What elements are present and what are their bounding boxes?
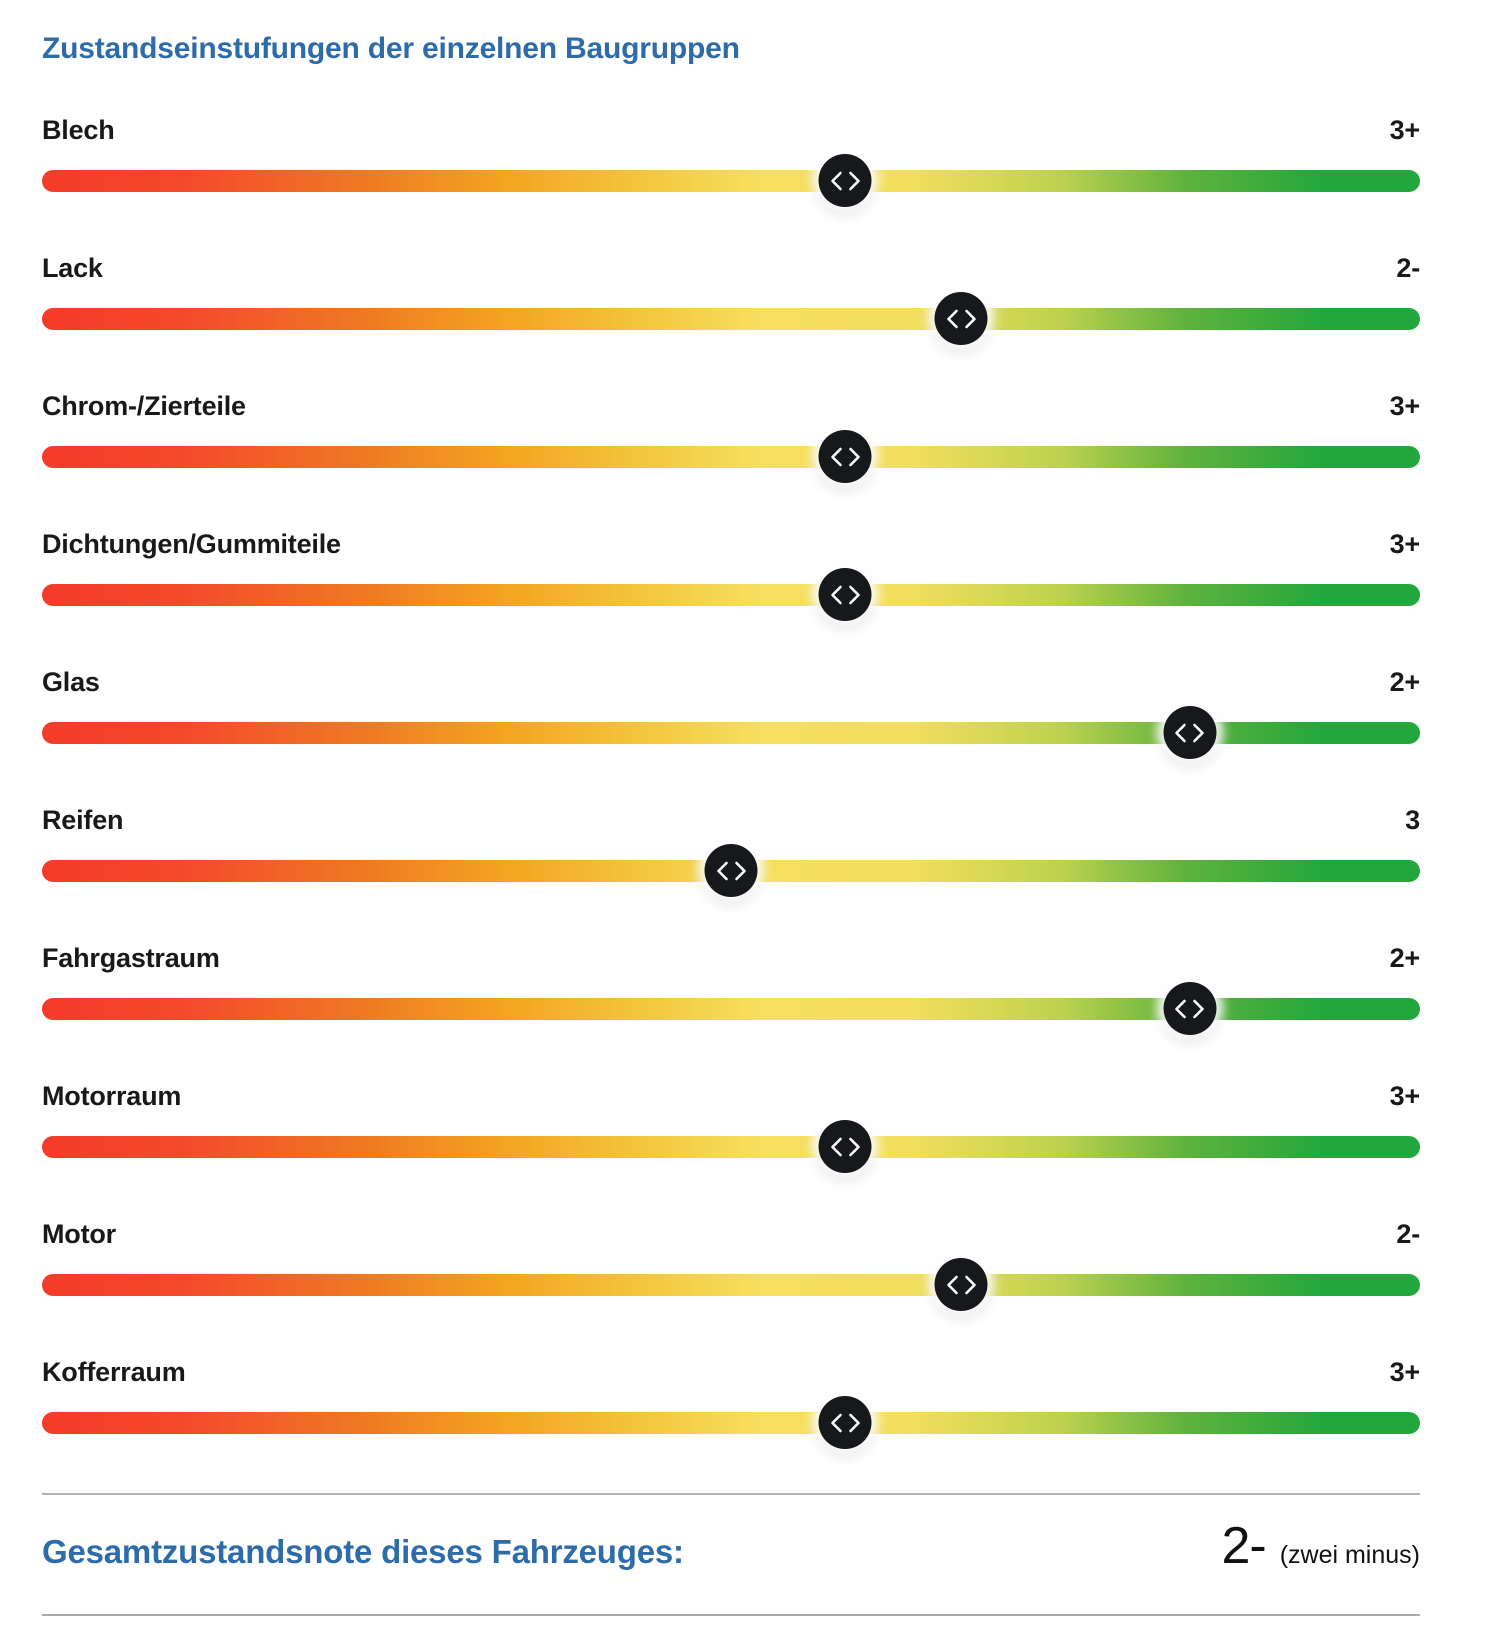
drag-horizontal-chevrons-icon [829, 1412, 861, 1434]
slider-row-kofferraum: Kofferraum 3+ [42, 1355, 1420, 1450]
rating-badge: 3+ [1389, 1081, 1421, 1111]
drag-horizontal-chevrons-icon [1174, 998, 1206, 1020]
slider-label: Motor [42, 1219, 116, 1249]
vehicle-condition-report: Zustandseinstufungen der einzelnen Baugr… [42, 30, 1420, 1616]
condition-slider [42, 1258, 1420, 1312]
rating-badge: 3 [1405, 805, 1420, 835]
row-head: Kofferraum 3+ [42, 1355, 1420, 1389]
slider-track[interactable] [42, 170, 1420, 192]
slider-row-fahrgastraum: Fahrgastraum 2+ [42, 941, 1420, 1036]
summary-section: Gesamtzustandsnote dieses Fahrzeuges: 2-… [42, 1517, 1420, 1577]
slider-track[interactable] [42, 1412, 1420, 1434]
slider-handle[interactable] [934, 292, 988, 345]
slider-track[interactable] [42, 1274, 1420, 1296]
rating-badge: 2+ [1389, 667, 1421, 697]
rating-badge: 2+ [1389, 943, 1421, 973]
summary-divider-bottom [42, 1614, 1420, 1616]
drag-horizontal-chevrons-icon [829, 170, 861, 192]
summary-heading: Gesamtzustandsnote dieses Fahrzeuges: [42, 1533, 684, 1570]
slider-row-motorraum: Motorraum 3+ [42, 1079, 1420, 1174]
slider-row-blech: Blech 3+ [42, 113, 1420, 208]
condition-slider [42, 568, 1420, 622]
slider-label: Blech [42, 115, 115, 145]
row-head: Motorraum 3+ [42, 1079, 1420, 1113]
rating-badge: 3+ [1389, 391, 1421, 421]
rating-badge: 3+ [1389, 529, 1421, 559]
slider-handle[interactable] [704, 844, 758, 897]
condition-slider [42, 430, 1420, 484]
slider-row-glas: Glas 2+ [42, 665, 1420, 760]
slider-label: Reifen [42, 805, 124, 835]
slider-track[interactable] [42, 1136, 1420, 1158]
slider-handle[interactable] [1163, 706, 1217, 759]
overall-grade-box: 2- (zwei minus) [1221, 1517, 1420, 1577]
slider-label: Glas [42, 667, 100, 697]
slider-handle[interactable] [818, 1396, 872, 1449]
row-head: Dichtungen/Gummiteile 3+ [42, 527, 1420, 561]
slider-label: Chrom-/Zierteile [42, 391, 246, 421]
slider-handle[interactable] [818, 568, 872, 621]
slider-label: Dichtungen/Gummiteile [42, 529, 341, 559]
drag-horizontal-chevrons-icon [945, 1274, 977, 1296]
slider-handle[interactable] [818, 154, 872, 207]
summary-divider-top [42, 1493, 1420, 1495]
slider-track[interactable] [42, 308, 1420, 330]
row-head: Lack 2- [42, 251, 1420, 285]
drag-horizontal-chevrons-icon [829, 584, 861, 606]
row-head: Chrom-/Zierteile 3+ [42, 389, 1420, 423]
overall-grade: 2- [1221, 1517, 1266, 1575]
condition-slider [42, 154, 1420, 208]
slider-row-motor: Motor 2- [42, 1217, 1420, 1312]
row-head: Motor 2- [42, 1217, 1420, 1251]
drag-horizontal-chevrons-icon [829, 1136, 861, 1158]
slider-label: Fahrgastraum [42, 943, 220, 973]
drag-horizontal-chevrons-icon [945, 308, 977, 330]
condition-slider [42, 292, 1420, 346]
slider-track[interactable] [42, 722, 1420, 744]
slider-handle[interactable] [1163, 982, 1217, 1035]
slider-label: Lack [42, 253, 103, 283]
rating-badge: 2- [1396, 1219, 1420, 1249]
row-head: Glas 2+ [42, 665, 1420, 699]
condition-slider [42, 844, 1420, 898]
condition-slider [42, 1396, 1420, 1450]
slider-handle[interactable] [818, 1120, 872, 1173]
slider-row-dichtungen-gummiteile: Dichtungen/Gummiteile 3+ [42, 527, 1420, 622]
slider-handle[interactable] [818, 430, 872, 483]
slider-track[interactable] [42, 998, 1420, 1020]
rating-badge: 2- [1396, 253, 1420, 283]
slider-label: Motorraum [42, 1081, 182, 1111]
row-head: Reifen 3 [42, 803, 1420, 837]
rating-badge: 3+ [1389, 1357, 1421, 1387]
condition-slider [42, 1120, 1420, 1174]
drag-horizontal-chevrons-icon [829, 446, 861, 468]
row-head: Blech 3+ [42, 113, 1420, 147]
condition-slider [42, 706, 1420, 760]
slider-row-chrom-zierteile: Chrom-/Zierteile 3+ [42, 389, 1420, 484]
row-head: Fahrgastraum 2+ [42, 941, 1420, 975]
slider-row-reifen: Reifen 3 [42, 803, 1420, 898]
slider-handle[interactable] [934, 1258, 988, 1311]
rating-badge: 3+ [1389, 115, 1421, 145]
condition-slider [42, 982, 1420, 1036]
slider-label: Kofferraum [42, 1357, 186, 1387]
overall-grade-text: (zwei minus) [1279, 1541, 1420, 1569]
slider-track[interactable] [42, 446, 1420, 468]
drag-horizontal-chevrons-icon [1174, 722, 1206, 744]
slider-row-lack: Lack 2- [42, 251, 1420, 346]
page-title: Zustandseinstufungen der einzelnen Baugr… [42, 32, 740, 65]
drag-horizontal-chevrons-icon [715, 860, 747, 882]
slider-track[interactable] [42, 584, 1420, 606]
